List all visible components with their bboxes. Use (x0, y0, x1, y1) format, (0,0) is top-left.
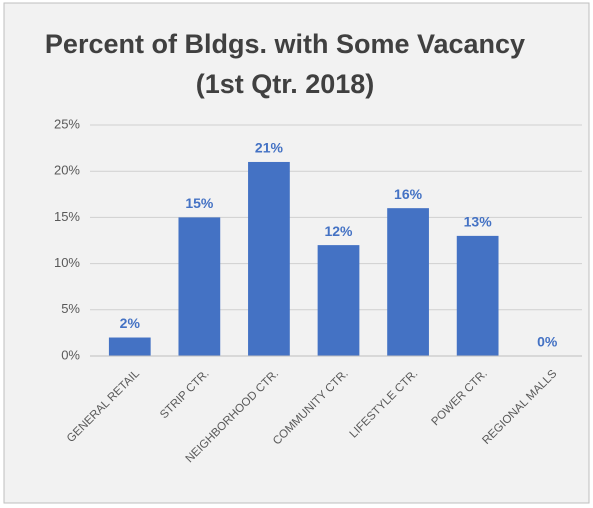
data-label: 13% (464, 214, 493, 230)
y-tick-label: 10% (54, 255, 80, 270)
bar (178, 217, 221, 356)
data-label: 12% (324, 223, 353, 239)
bar (108, 337, 151, 356)
data-label: 16% (394, 186, 423, 202)
chart-subtitle: (1st Qtr. 2018) (196, 69, 375, 99)
chart-title: Percent of Bldgs. with Some Vacancy (45, 29, 525, 59)
y-tick-label: 20% (54, 163, 80, 178)
data-label: 0% (537, 334, 558, 350)
bar (248, 161, 290, 356)
data-label: 15% (185, 195, 214, 211)
y-tick-label: 25% (54, 116, 80, 131)
bar (387, 208, 429, 356)
bar (456, 235, 499, 356)
data-label: 21% (255, 140, 284, 156)
bar (317, 245, 360, 356)
y-tick-label: 15% (54, 209, 80, 224)
y-tick-label: 5% (61, 301, 80, 316)
data-label: 2% (120, 315, 141, 331)
y-tick-label: 0% (61, 347, 80, 362)
